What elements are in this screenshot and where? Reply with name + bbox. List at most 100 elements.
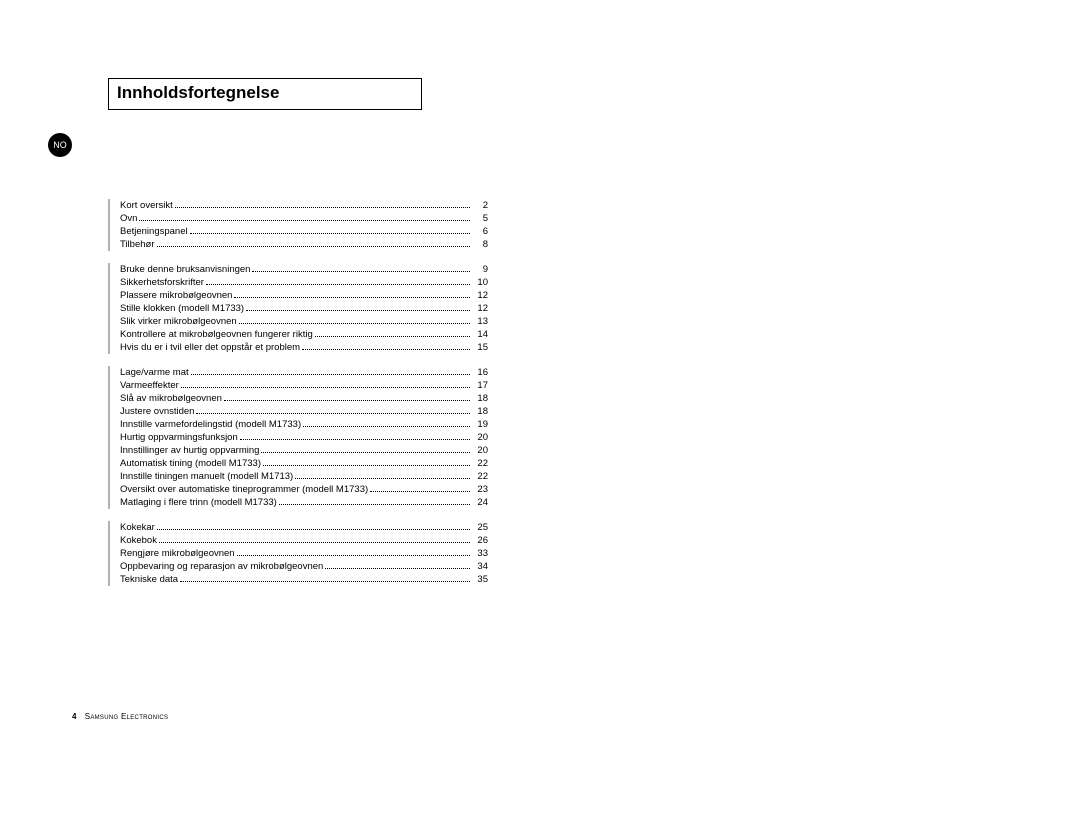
toc-entry-page: 22 [472,470,488,483]
toc-entry-label: Plassere mikrobølgeovnen [120,289,232,302]
toc-entry-label: Tekniske data [120,573,178,586]
toc-section: Lage/varme mat16Varmeeffekter17Slå av mi… [108,366,488,509]
toc-leader-dots [206,284,470,285]
toc-entry-page: 10 [472,276,488,289]
toc-entry-label: Ovn [120,212,137,225]
toc-entry-label: Varmeeffekter [120,379,179,392]
toc-entry: Lage/varme mat 16 [120,366,488,379]
toc-entry: Innstille tiningen manuelt (modell M1713… [120,470,488,483]
toc-leader-dots [295,478,470,479]
toc-leader-dots [246,310,470,311]
toc-entry-label: Rengjøre mikrobølgeovnen [120,547,235,560]
toc-leader-dots [315,336,470,337]
toc-leader-dots [261,452,470,453]
toc-entry: Oversikt over automatiske tineprogrammer… [120,483,488,496]
toc-leader-dots [181,387,470,388]
language-badge: NO [48,133,72,157]
toc-entry: Betjeningspanel 6 [120,225,488,238]
toc-leader-dots [157,246,471,247]
toc-leader-dots [237,555,470,556]
toc-leader-dots [191,374,470,375]
footer-page-number: 4 [72,712,76,721]
toc-entry-page: 14 [472,328,488,341]
toc-entry-label: Kort oversikt [120,199,173,212]
toc-entry-page: 5 [472,212,488,225]
toc-leader-dots [234,297,470,298]
toc-entry-page: 20 [472,431,488,444]
toc-section: Kokekar25Kokebok26Rengjøre mikrobølgeovn… [108,521,488,586]
toc-entry: Bruke denne bruksanvisningen 9 [120,263,488,276]
toc-leader-dots [325,568,470,569]
toc-leader-dots [302,349,470,350]
toc-entry-page: 26 [472,534,488,547]
toc-entry-label: Stille klokken (modell M1733) [120,302,244,315]
toc-entry: Innstillinger av hurtig oppvarming20 [120,444,488,457]
toc-leader-dots [139,220,470,221]
toc-entry: Oppbevaring og reparasjon av mikrobølgeo… [120,560,488,573]
toc-entry: Matlaging i flere trinn (modell M1733) 24 [120,496,488,509]
toc-entry-label: Innstillinger av hurtig oppvarming [120,444,259,457]
toc-entry-label: Lage/varme mat [120,366,189,379]
toc-entry-page: 2 [472,199,488,212]
toc-entry-label: Slå av mikrobølgeovnen [120,392,222,405]
toc-entry-label: Tilbehør [120,238,155,251]
toc-leader-dots [180,581,470,582]
toc-entry-page: 18 [472,405,488,418]
toc-entry-label: Bruke denne bruksanvisningen [120,263,250,276]
toc-entry-page: 23 [472,483,488,496]
toc-entry: Plassere mikrobølgeovnen 12 [120,289,488,302]
toc-leader-dots [303,426,470,427]
toc-section: Kort oversikt2Ovn5Betjeningspanel6Tilbeh… [108,199,488,251]
toc-entry-label: Kokebok [120,534,157,547]
toc-entry: Kokebok 26 [120,534,488,547]
toc-entry: Tilbehør8 [120,238,488,251]
toc-entry: Ovn 5 [120,212,488,225]
footer-brand: Samsung Electronics [85,712,169,721]
table-of-contents: Kort oversikt2Ovn5Betjeningspanel6Tilbeh… [108,199,488,598]
toc-section: Bruke denne bruksanvisningen 9 Sikkerhetsf… [108,263,488,354]
toc-entry-page: 13 [472,315,488,328]
toc-entry-page: 12 [472,289,488,302]
toc-entry: Hvis du er i tvil eller det oppstår et p… [120,341,488,354]
toc-leader-dots [224,400,470,401]
toc-entry-page: 24 [472,496,488,509]
toc-entry-label: Automatisk tining (modell M1733) [120,457,261,470]
toc-leader-dots [196,413,470,414]
toc-entry-label: Kontrollere at mikrobølgeovnen fungerer … [120,328,313,341]
toc-entry: Justere ovnstiden 18 [120,405,488,418]
toc-entry: Slik virker mikrobølgeovnen 13 [120,315,488,328]
toc-entry-page: 34 [472,560,488,573]
toc-entry: Stille klokken (modell M1733)12 [120,302,488,315]
toc-entry-page: 35 [472,573,488,586]
toc-entry-page: 25 [472,521,488,534]
toc-leader-dots [157,529,470,530]
toc-entry-page: 22 [472,457,488,470]
toc-entry-page: 6 [472,225,488,238]
toc-entry-page: 19 [472,418,488,431]
toc-leader-dots [175,207,470,208]
toc-entry-page: 17 [472,379,488,392]
toc-leader-dots [279,504,470,505]
toc-entry-label: Betjeningspanel [120,225,188,238]
toc-leader-dots [159,542,470,543]
toc-entry-label: Innstille tiningen manuelt (modell M1713… [120,470,293,483]
toc-entry-label: Oppbevaring og reparasjon av mikrobølgeo… [120,560,323,573]
toc-entry: Kokekar25 [120,521,488,534]
toc-entry-label: Innstille varmefordelingstid (modell M17… [120,418,301,431]
toc-entry-page: 16 [472,366,488,379]
toc-entry-page: 18 [472,392,488,405]
toc-entry-label: Justere ovnstiden [120,405,194,418]
toc-entry-label: Matlaging i flere trinn (modell M1733) [120,496,277,509]
toc-entry-label: Oversikt over automatiske tineprogrammer… [120,483,368,496]
toc-entry-page: 9 [472,263,488,276]
toc-entry: Rengjøre mikrobølgeovnen33 [120,547,488,560]
toc-entry: Slå av mikrobølgeovnen 18 [120,392,488,405]
page: Innholdsfortegnelse NO Kort oversikt2Ovn… [0,0,1080,813]
toc-leader-dots [252,271,470,272]
toc-entry-label: Sikkerhetsforskrifter [120,276,204,289]
toc-entry: Varmeeffekter 17 [120,379,488,392]
toc-leader-dots [239,323,470,324]
toc-leader-dots [240,439,470,440]
footer: 4 Samsung Electronics [72,712,168,721]
toc-entry-label: Slik virker mikrobølgeovnen [120,315,237,328]
